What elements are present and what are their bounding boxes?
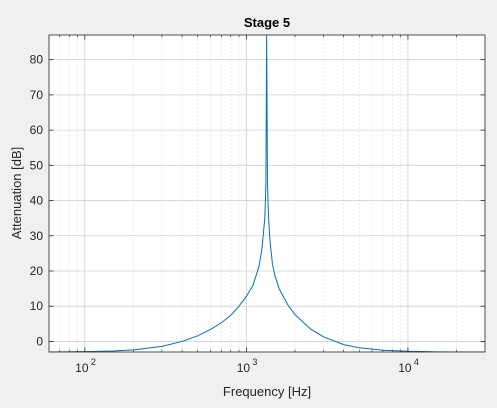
series-line [49,35,485,352]
x-axis-label: Frequency [Hz] [223,384,311,399]
y-tick-label: 60 [30,123,44,137]
grid [49,35,485,352]
x-tick-label-exponent: 4 [414,357,419,367]
plot-frame [48,34,486,353]
x-tick-label: 10 [75,361,89,375]
y-tick-label: 70 [30,88,44,102]
chart-title: Stage 5 [244,15,290,30]
y-axis-label: Attenuation [dB] [9,147,24,240]
x-tick-label: 10 [398,361,412,375]
x-tick-label-exponent: 3 [252,357,257,367]
y-tick-label: 80 [30,53,44,67]
y-tick-label: 20 [30,264,44,278]
x-tick-label: 10 [237,361,251,375]
y-tick-label: 0 [36,334,43,348]
y-tick-label: 40 [30,194,44,208]
data-layer [49,35,485,352]
y-tick-label: 10 [30,299,44,313]
x-tick-label-exponent: 2 [91,357,96,367]
y-tick-label: 50 [30,158,44,172]
tick-marks [49,35,485,352]
y-tick-label: 30 [30,229,44,243]
